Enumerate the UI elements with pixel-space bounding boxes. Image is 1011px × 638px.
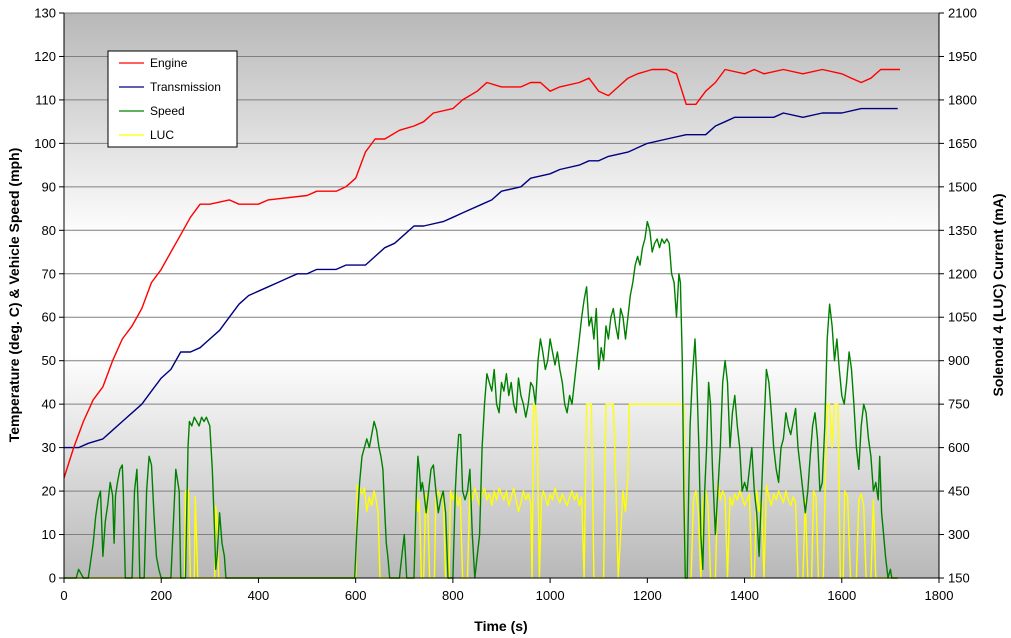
legend-label-transmission: Transmission [150,80,221,94]
y-tick-label: 80 [42,223,56,238]
x-tick-label: 1800 [925,588,954,603]
legend-label-luc: LUC [150,128,174,142]
y-tick-label: 0 [49,571,56,586]
y2-tick-label: 900 [948,353,970,368]
y2-tick-label: 1050 [948,310,977,325]
y2-tick-label: 1950 [948,49,977,64]
y2-tick-label: 750 [948,397,970,412]
series-line-speed [64,220,898,579]
y2-tick-label: 300 [948,527,970,542]
y2-tick-label: 1350 [948,223,977,238]
x-tick-label: 200 [150,588,172,603]
x-axis-title: Time (s) [474,618,527,634]
x-tick-label: 1000 [536,588,565,603]
y2-tick-label: 450 [948,484,970,499]
y-tick-label: 110 [35,92,56,107]
y2-tick-label: 1200 [948,266,977,281]
y2-tick-label: 1500 [948,179,977,194]
y-tick-label: 100 [34,136,56,151]
series-line-transmission [64,107,898,449]
legend-label-engine: Engine [150,56,188,70]
x-tick-label: 600 [345,588,367,603]
legend-box [107,50,238,148]
y-tick-label: 30 [42,440,56,455]
y-tick-label: 40 [42,397,56,412]
x-tick-label: 800 [442,588,464,603]
y-tick-label: 130 [34,6,56,21]
y-axis-title: Temperature (deg. C) & Vehicle Speed (mp… [6,148,22,443]
x-tick-label: 1200 [633,588,662,603]
legend-label-speed: Speed [150,104,185,118]
y-tick-label: 70 [42,266,56,281]
legend: Engine Transmission Speed LUC [107,50,238,148]
y-tick-label: 10 [42,527,56,542]
x-tick-label: 0 [60,588,67,603]
y-tick-label: 50 [42,353,56,368]
y2-tick-label: 150 [948,571,970,586]
x-tick-label: 1400 [730,588,759,603]
y2-tick-label: 1800 [948,92,977,107]
y-tick-label: 90 [42,179,56,194]
series-group [63,68,901,579]
axes-group: 0 10 20 30 40 50 60 70 80 90 100 110 120 130 150 300 450… [34,6,977,604]
y-tick-label: 20 [42,484,56,499]
y2-tick-label: 2100 [948,6,977,21]
y-tick-label: 60 [42,310,56,325]
x-tick-label: 400 [248,588,270,603]
series-line-luc [64,403,898,579]
y-tick-label: 120 [34,49,56,64]
x-tick-label: 1600 [827,588,856,603]
y2-axis-title: Solenoid 4 (LUC) Current (mA) [990,194,1006,397]
y2-tick-label: 1650 [948,136,977,151]
y2-tick-label: 600 [948,440,970,455]
series-line-engine [63,68,901,479]
